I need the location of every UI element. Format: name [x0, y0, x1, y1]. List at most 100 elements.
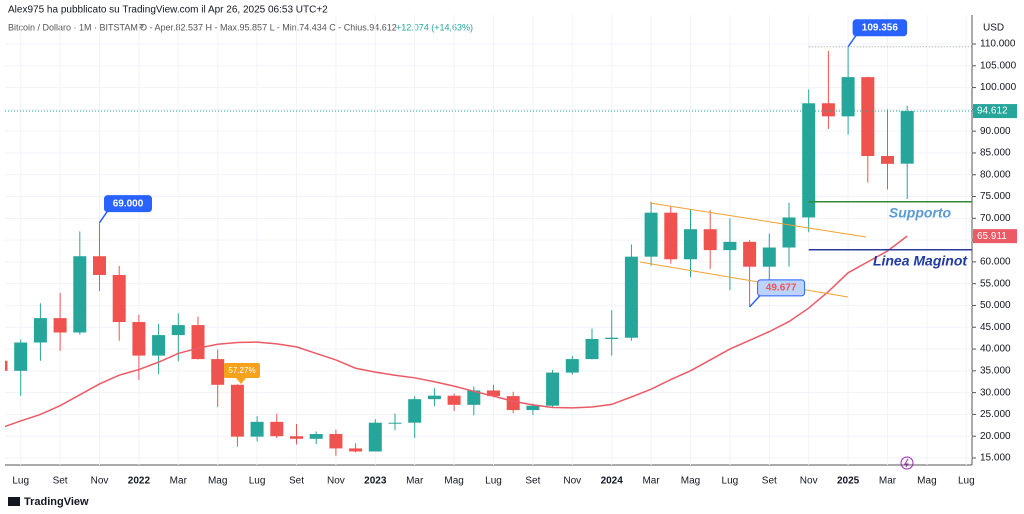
candle-body — [53, 318, 67, 333]
candle-body — [5, 360, 8, 371]
candle-body — [644, 212, 658, 257]
x-tick-label: Lug — [722, 476, 739, 487]
candle-body — [723, 241, 737, 251]
drawdown: 57.27% — [224, 363, 260, 384]
legend-change: +12.074 (+14,63%) — [396, 22, 473, 32]
candle-body — [526, 405, 540, 411]
y-tick-label: 75.000 — [980, 191, 1011, 202]
candle-body — [841, 77, 855, 117]
candle-body — [506, 396, 520, 411]
candle-body — [565, 359, 579, 373]
price-badge-label: 94.612 — [977, 106, 1008, 117]
candle-body — [802, 103, 816, 218]
candle-body — [703, 229, 717, 251]
y-tick-label: 55.000 — [980, 278, 1011, 289]
candle-body — [250, 421, 264, 437]
x-tick-label: Set — [762, 476, 777, 487]
y-tick-label: 45.000 — [980, 322, 1011, 333]
drawdown-pointer — [236, 378, 246, 384]
x-tick-label: Nov — [327, 476, 345, 487]
x-tick-label: Lug — [485, 476, 502, 487]
x-tick-label: Mar — [170, 476, 188, 487]
x-tick-label: Mag — [208, 476, 227, 487]
x-tick-label: Lug — [958, 476, 975, 487]
candle-body — [329, 434, 343, 449]
alert-bolt — [904, 458, 909, 468]
candle-body — [309, 434, 323, 439]
x-tick-label: 2025 — [837, 476, 860, 487]
publisher: Alex975 ha pubblicato su TradingView.com… — [8, 5, 328, 16]
x-tick-label: Set — [525, 476, 540, 487]
x-tick-label: Set — [289, 476, 304, 487]
drawdown-box — [224, 363, 260, 378]
candle-body — [782, 217, 796, 248]
x-tick-label: Mag — [444, 476, 463, 487]
y-tick-label: 90.000 — [980, 126, 1011, 137]
candle-body — [171, 325, 185, 336]
callout-box — [757, 279, 806, 297]
candle-body — [487, 390, 500, 397]
candle-body — [14, 342, 28, 371]
y-tick-label: 20.000 — [980, 431, 1011, 442]
candle-body — [605, 337, 619, 340]
candle-body — [270, 421, 284, 437]
candle-body — [467, 390, 481, 405]
candle-body — [349, 448, 363, 452]
brand-logo — [8, 497, 20, 506]
x-tick-label: Mar — [879, 476, 897, 487]
alert-circle — [900, 456, 914, 470]
level-label: Supporto — [889, 204, 952, 220]
callout-box — [104, 195, 152, 213]
y-tick-label: 110.000 — [980, 39, 1016, 50]
candle-body — [112, 274, 126, 323]
candle-body — [132, 322, 146, 356]
candle-body — [585, 339, 599, 360]
callout-label: 49.677 — [766, 283, 797, 294]
candle-body — [408, 399, 422, 423]
currency: USD — [983, 23, 1004, 34]
y-tick-label: 30.000 — [980, 387, 1011, 398]
candle-body — [73, 256, 87, 333]
plot-area — [5, 15, 972, 465]
candle-body — [900, 111, 914, 164]
candle-body — [664, 212, 678, 260]
x-tick-label: Set — [53, 476, 68, 487]
candle-body — [290, 436, 303, 439]
legend-ohlc: O - Aper.82.537 H - Max.95.857 L - Min.7… — [140, 22, 397, 32]
candle-body — [93, 256, 106, 275]
candle-body — [762, 247, 776, 267]
candle-body — [33, 318, 47, 343]
legend-symbol: Bitcoin / Dollaro · 1M · BITSTAMP — [8, 22, 144, 32]
candle-body — [447, 395, 461, 405]
candle-body — [861, 77, 875, 156]
candle-body — [546, 372, 560, 406]
candle-body — [427, 395, 441, 400]
ma-badge — [973, 229, 1017, 244]
candle-body — [881, 155, 894, 164]
y-tick-label: 70.000 — [980, 213, 1011, 224]
y-tick-label: 40.000 — [980, 344, 1011, 355]
y-tick-label: 35.000 — [980, 365, 1011, 376]
level-label: Linea Maginot — [873, 252, 968, 268]
y-tick-label: 25.000 — [980, 409, 1011, 420]
candle-body — [230, 384, 244, 437]
candle-body — [152, 335, 166, 356]
ma-badge-label: 65.911 — [977, 231, 1007, 242]
y-tick-label: 80.000 — [980, 169, 1011, 180]
callout-box — [852, 19, 908, 37]
channel — [639, 202, 867, 298]
candle-body — [821, 103, 835, 117]
price-badge — [973, 104, 1017, 119]
brand-name: TradingView — [24, 496, 89, 508]
x-tick-label: Nov — [91, 476, 109, 487]
channel-lower — [639, 261, 849, 298]
candle-body — [191, 325, 205, 360]
y-tick-label: 50.000 — [980, 300, 1011, 311]
x-tick-label: Nov — [800, 476, 818, 487]
candle-body — [368, 422, 382, 452]
candle-body — [684, 229, 697, 260]
x-tick-label: 2022 — [128, 476, 151, 487]
candle-body — [624, 256, 638, 338]
channel-upper — [649, 202, 867, 238]
